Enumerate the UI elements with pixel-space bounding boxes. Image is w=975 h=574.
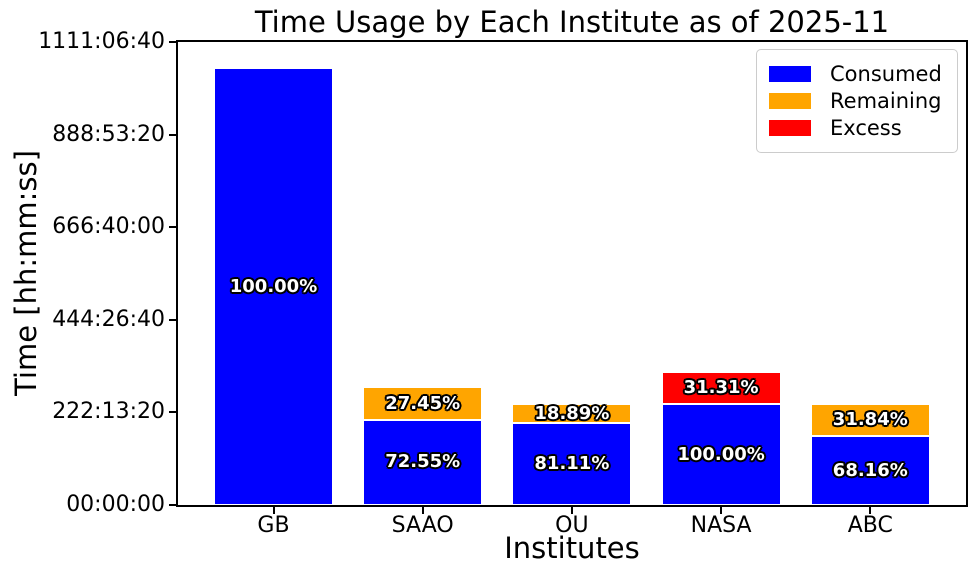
bar-segment-remaining-saao <box>363 387 483 420</box>
y-tick-mark <box>169 226 176 229</box>
y-tick-label: 1111:06:40 <box>38 29 165 54</box>
y-axis-label: Time [hh:mm:ss] <box>9 150 43 396</box>
bar-label-consumed-abc: 68.16% <box>832 459 908 481</box>
bar-label-consumed-saao: 72.55% <box>385 451 461 473</box>
x-tick-mark <box>421 507 424 514</box>
x-tick-mark <box>570 507 573 514</box>
legend: Consumed Remaining Excess <box>756 49 958 153</box>
legend-swatch-remaining <box>769 93 811 109</box>
x-tick-label: OU <box>555 513 589 538</box>
x-tick-mark <box>720 507 723 514</box>
legend-label: Remaining <box>830 89 942 113</box>
y-tick-label: 222:13:20 <box>52 399 165 425</box>
bar-label-consumed-nasa: 100.00% <box>677 443 765 465</box>
legend-item-consumed: Consumed <box>769 62 945 86</box>
bar-label-consumed-ou: 81.11% <box>534 453 610 475</box>
bar-segment-consumed-ou <box>512 423 632 505</box>
y-tick-mark <box>169 41 176 43</box>
x-axis-label: Institutes <box>504 531 640 565</box>
bar-segment-consumed-nasa <box>661 404 781 505</box>
legend-swatch-excess <box>769 120 811 136</box>
bar-segment-remaining-ou <box>512 404 632 424</box>
y-tick-label: 00:00:00 <box>66 492 165 517</box>
bar-segment-consumed-saao <box>363 419 483 505</box>
bar-label-consumed-gb: 100.00% <box>229 275 318 297</box>
y-tick-label: 666:40:00 <box>52 214 165 240</box>
bar-label-remaining-abc: 31.84% <box>832 409 908 431</box>
y-tick-label: 888:53:20 <box>52 121 165 147</box>
bar-segment-excess-nasa <box>661 372 781 405</box>
x-tick-label: NASA <box>690 513 752 538</box>
y-tick-mark <box>169 133 176 136</box>
x-tick-label: GB <box>257 513 290 538</box>
legend-label: Excess <box>830 116 902 140</box>
legend-item-excess: Excess <box>769 116 945 140</box>
y-tick-mark <box>169 318 176 321</box>
bar-segment-consumed-abc <box>810 436 930 505</box>
bar-label-remaining-ou: 18.89% <box>534 402 610 424</box>
legend-swatch-consumed <box>769 66 811 82</box>
x-tick-mark <box>272 507 275 514</box>
bar-segment-remaining-abc <box>810 404 930 437</box>
y-tick-mark <box>169 504 176 506</box>
x-tick-mark <box>869 507 872 514</box>
chart-title: Time Usage by Each Institute as of 2025-… <box>254 5 890 39</box>
bar-label-excess-nasa: 31.31% <box>683 377 759 399</box>
x-tick-label: SAAO <box>391 513 454 538</box>
bar-label-remaining-saao: 27.45% <box>385 392 461 414</box>
legend-item-remaining: Remaining <box>769 89 945 113</box>
x-tick-label: ABC <box>847 513 893 538</box>
y-tick-mark <box>169 411 176 414</box>
legend-label: Consumed <box>830 62 942 86</box>
y-tick-label: 444:26:40 <box>52 306 165 332</box>
bar-segment-consumed-gb <box>214 68 333 505</box>
